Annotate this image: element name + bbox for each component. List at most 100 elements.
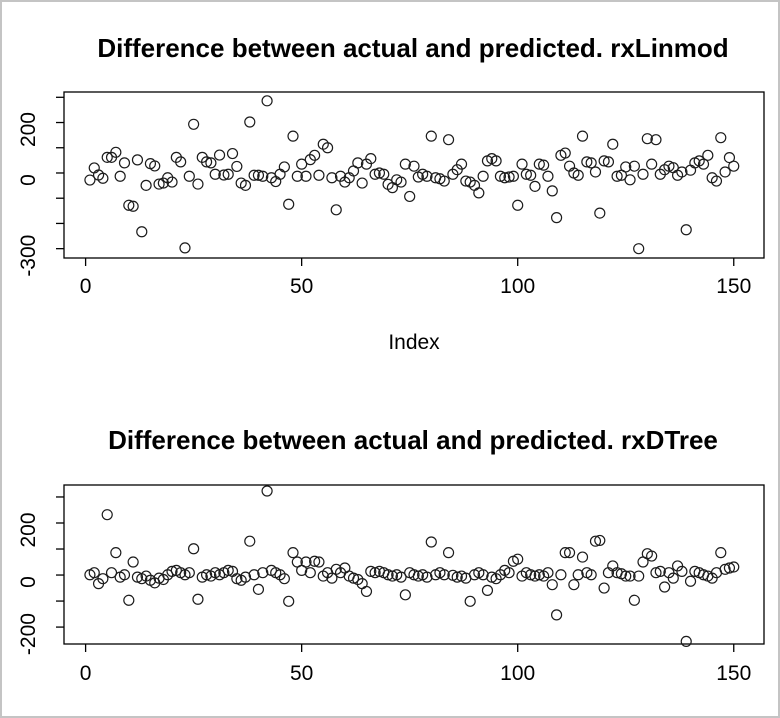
rxLinmod-data-point (503, 171, 515, 183)
rxDTree-data-point (309, 555, 321, 567)
rxLinmod-data-point (641, 133, 653, 145)
rxDTree-data-point (356, 578, 368, 590)
rxDTree-data-point (352, 573, 364, 586)
rxDTree-data-point (326, 572, 338, 584)
rxDTree-x-tick-label: 150 (716, 662, 751, 685)
rxDTree-x-tick-label: 100 (500, 662, 535, 685)
rxDTree-data-point (659, 581, 671, 593)
rxLinmod-data-point (637, 168, 649, 180)
rxLinmod-xlabel: Index (388, 331, 440, 354)
rxLinmod-data-point (585, 157, 597, 169)
rxDTree-data-point (667, 572, 679, 584)
rxDTree-data-point (395, 571, 407, 583)
rxDTree-data-point (408, 569, 420, 581)
rxDTree-data-point (425, 536, 437, 548)
rxDTree-data-point (88, 567, 100, 579)
rxDTree-y-tick-label: -200 (17, 613, 40, 655)
rxDTree-data-point (304, 567, 316, 579)
rxLinmod-data-point (460, 175, 472, 187)
rxDTree-data-point (646, 550, 658, 562)
rxDTree-data-point (257, 567, 269, 579)
rxDTree-data-point (252, 583, 265, 595)
rxDTree-data-point (464, 595, 476, 607)
rxDTree-data-point (287, 547, 299, 559)
rxDTree-data-point (369, 567, 381, 579)
rxLinmod-data-point (330, 204, 342, 216)
rxLinmod-data-point (602, 156, 615, 168)
rxLinmod-data-point (680, 224, 692, 236)
rxLinmod-data-point (321, 142, 334, 154)
rxDTree-data-point (624, 570, 636, 582)
rxDTree-data-point (244, 535, 256, 547)
rxLinmod-data-point (101, 151, 113, 163)
rxDTree-data-point (101, 509, 113, 521)
rxLinmod-data-point (373, 167, 386, 179)
rxDTree-data-point (563, 547, 576, 559)
rxLinmod-data-point (283, 198, 295, 210)
rxLinmod-data-point (261, 95, 273, 107)
rxDTree-data-point (200, 569, 213, 581)
rxDTree-data-point (684, 575, 697, 587)
rxLinmod-data-point (516, 158, 528, 170)
rxDTree-data-point (188, 543, 200, 555)
rxDTree-data-point (728, 561, 740, 573)
rxDTree-data-point (118, 569, 131, 581)
rxLinmod-data-point (200, 156, 213, 168)
rxLinmod-data-point (226, 147, 239, 160)
rxLinmod-data-point (291, 170, 303, 182)
rxLinmod-data-point (118, 157, 131, 169)
rxLinmod-data-point (425, 130, 437, 142)
rxDTree-data-point (222, 564, 234, 576)
rxDTree-data-point (192, 593, 204, 605)
rxLinmod-data-point (239, 179, 252, 191)
rxLinmod-data-point (538, 159, 550, 171)
rxDTree-data-point (576, 551, 589, 563)
rxLinmod-data-point (131, 154, 144, 166)
rxDTree-data-point (412, 570, 424, 582)
rxLinmod-data-point (84, 174, 96, 186)
rxLinmod-data-point (270, 175, 282, 188)
dtree-plot-title: Difference between actual and predicted.… (108, 425, 718, 455)
rxLinmod-data-point (594, 207, 606, 219)
rxLinmod-data-point (646, 158, 658, 170)
rxLinmod-y-tick-label: -300 (17, 235, 40, 277)
rxLinmod-data-point (248, 169, 260, 181)
rxLinmod-data-point (620, 161, 632, 173)
rxDTree-data-point (283, 595, 295, 607)
rxLinmod-data-point (222, 168, 234, 180)
rxLinmod-x-tick-label: 50 (290, 275, 313, 298)
rxDTree-data-point (481, 584, 494, 596)
rxDTree-data-point (650, 567, 662, 579)
rxDTree-data-point (261, 485, 273, 497)
rxLinmod-data-point (598, 155, 610, 167)
rxLinmod-data-point (633, 243, 645, 255)
rxDTree-data-point (123, 594, 135, 606)
rxLinmod-data-point (404, 190, 416, 203)
rxLinmod-data-point (697, 158, 710, 170)
rxDTree-data-point (360, 585, 373, 598)
rxDTree-data-point (105, 567, 118, 579)
rxDTree-data-point (620, 570, 632, 582)
rxDTree-data-point (382, 569, 394, 581)
rxLinmod-data-point (728, 160, 740, 172)
rxLinmod-data-point (442, 134, 455, 146)
rxDTree-y-tick-label: 0 (17, 576, 40, 588)
rxLinmod-data-point (572, 169, 584, 181)
rxDTree-data-point (451, 571, 463, 583)
rxLinmod-data-point (369, 168, 381, 180)
rxLinmod-data-point (676, 166, 688, 178)
rxLinmod-data-point (710, 175, 723, 187)
rxLinmod-data-point (581, 156, 593, 168)
rxLinmod-data-point (209, 168, 221, 180)
rxLinmod-data-point (365, 153, 377, 165)
rxLinmod-data-point (334, 170, 347, 182)
rxDTree-data-point (512, 553, 524, 565)
rxLinmod-data-point (628, 160, 640, 172)
rxLinmod-data-point (473, 187, 485, 199)
rxDTree-data-point (572, 569, 584, 581)
rxDTree-data-point (300, 556, 312, 568)
rxLinmod-data-point (127, 200, 139, 212)
rxLinmod-y-tick-label: 200 (17, 112, 40, 147)
rxLinmod-data-point (183, 170, 195, 182)
